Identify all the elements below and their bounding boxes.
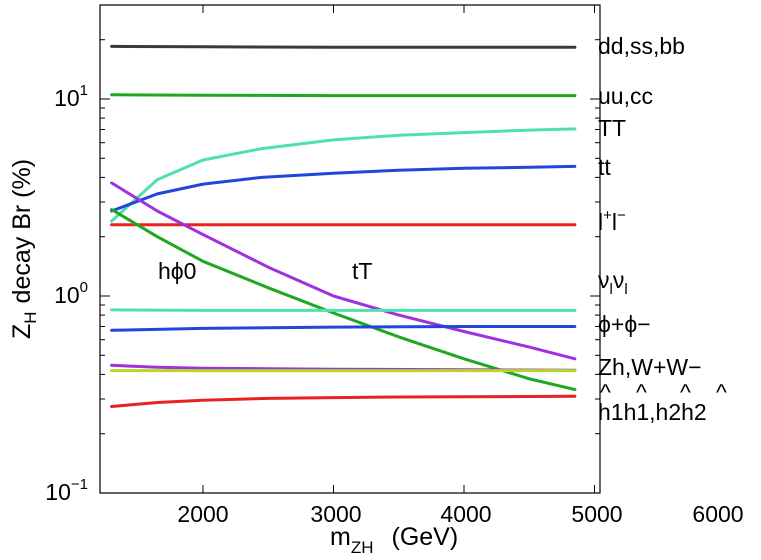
series-line-5 <box>110 181 577 361</box>
y-axis-label: ZHdecay Br (%) <box>8 159 40 339</box>
svg-text:^: ^ <box>636 379 647 405</box>
series-line-3 <box>110 164 577 213</box>
svg-text:^: ^ <box>716 379 727 405</box>
series-line-7 <box>110 308 577 312</box>
series-line-0 <box>110 44 577 49</box>
x-tick-label: 3000 <box>310 501 361 527</box>
x-tick-label: 2000 <box>177 501 228 527</box>
svg-text:h1h1,h2h2: h1h1,h2h2 <box>598 399 707 425</box>
series-line-11 <box>110 394 577 408</box>
svg-text:^: ^ <box>680 379 691 405</box>
series-label-hhat: h1h1,h2h2 ^ ^ ^ ^ <box>598 379 727 425</box>
series-label-zhww: Zh,W+W− <box>598 354 702 380</box>
annotation-hphi0: hϕ0 <box>158 258 196 284</box>
x-axis-label: mZH (GeV) <box>330 523 458 557</box>
x-tick-label: 5000 <box>571 501 622 527</box>
series-line-6 <box>110 208 577 392</box>
x-tick-label: 4000 <box>440 501 491 527</box>
series-line-1 <box>110 93 577 98</box>
series-label-lplm: l+l− <box>598 207 626 235</box>
series-label-TT: TT <box>598 115 626 141</box>
ticks <box>100 4 600 494</box>
series-line-2 <box>110 127 577 223</box>
y-tick-label: 10−1 <box>45 476 88 505</box>
x-tick-label: 6000 <box>692 501 743 527</box>
series-label-phiphi: ϕ+ϕ− <box>598 311 651 337</box>
annotation-tT: tT <box>352 258 372 284</box>
series-label-uucc: uu,cc <box>598 83 653 109</box>
series-label-tt: tt <box>598 154 611 180</box>
svg-text:^: ^ <box>600 379 611 405</box>
plot-frame <box>99 4 601 494</box>
series-label-nunu: νlνl <box>598 267 628 298</box>
y-tick-label: 100 <box>54 279 88 308</box>
series-label-ddssbb: dd,ss,bb <box>598 33 685 59</box>
series-group <box>110 44 577 408</box>
series-line-8 <box>110 325 577 332</box>
y-tick-label: 101 <box>54 82 88 111</box>
